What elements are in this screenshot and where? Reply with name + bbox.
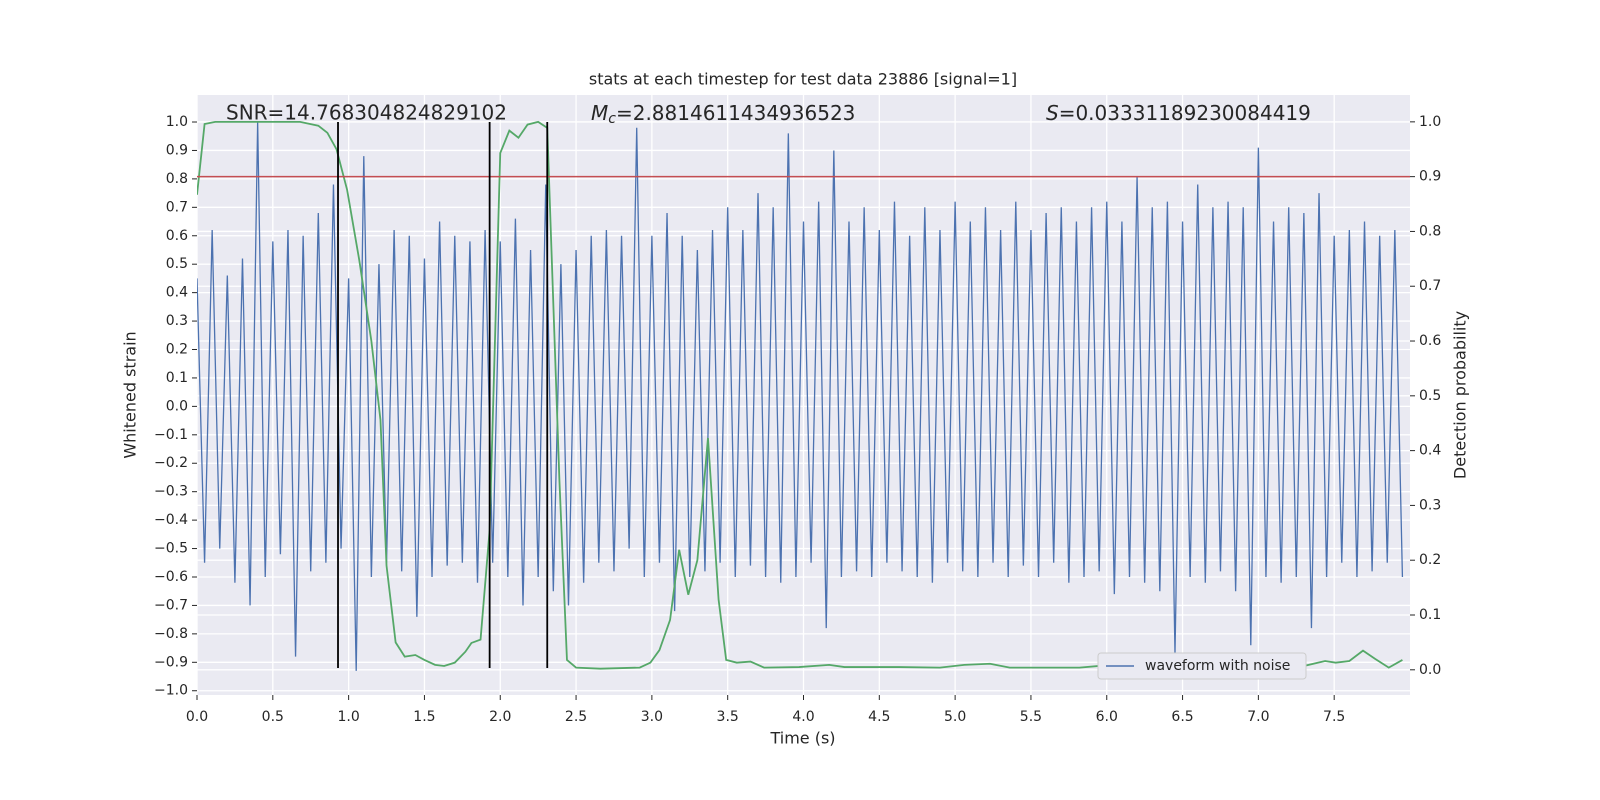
x-tick-label: 6.0	[1096, 709, 1118, 725]
y-tick-label: −0.7	[154, 597, 188, 613]
y2-tick-label: 0.0	[1419, 662, 1441, 678]
legend-label: waveform with noise	[1145, 658, 1290, 674]
y-tick-label: 0.4	[166, 285, 188, 301]
mc-value: =2.8814611434936523	[616, 101, 855, 125]
y2-tick-label: 0.9	[1419, 169, 1441, 185]
x-tick-label: 7.5	[1323, 709, 1345, 725]
y-tick-label: 0.3	[166, 313, 188, 329]
y2-tick-label: 0.2	[1419, 552, 1441, 568]
y-tick-label: −0.9	[154, 654, 188, 670]
y-tick-label: 0.6	[166, 228, 188, 244]
y2-tick-label: 0.1	[1419, 607, 1441, 623]
x-tick-label: 1.0	[337, 709, 359, 725]
y-tick-label: 0.1	[166, 370, 188, 386]
x-tick-label: 1.5	[413, 709, 435, 725]
x-tick-label: 0.0	[186, 709, 208, 725]
y-tick-label: −0.6	[154, 569, 188, 585]
mc-annotation: Mc=2.8814611434936523	[591, 101, 855, 128]
x-tick-label: 0.5	[262, 709, 284, 725]
x-tick-label: 2.5	[565, 709, 587, 725]
y-tick-label: 0.7	[166, 199, 188, 215]
x-tick-label: 3.5	[717, 709, 739, 725]
y-tick-label: −0.2	[154, 455, 188, 471]
s-annotation: S=0.03331189230084419	[1046, 101, 1311, 125]
y2-tick-label: 0.3	[1419, 497, 1441, 513]
y2-tick-label: 0.8	[1419, 223, 1441, 239]
y-tick-label: 0.8	[166, 171, 188, 187]
s-value: =0.03331189230084419	[1059, 101, 1311, 125]
x-tick-label: 5.0	[944, 709, 966, 725]
y2-tick-label: 0.4	[1419, 443, 1441, 459]
y2-tick-label: 1.0	[1419, 114, 1441, 130]
series-line	[197, 120, 1403, 670]
legend-box	[1097, 652, 1307, 680]
y2-tick-label: 0.6	[1419, 333, 1441, 349]
y-tick-label: 0.2	[166, 342, 188, 358]
snr-annotation: SNR=14.768304824829102	[226, 101, 507, 125]
x-axis-label: Time (s)	[769, 729, 835, 748]
series-line	[197, 122, 1404, 671]
mc-symbol: M	[591, 101, 608, 125]
y-tick-label: 0.9	[166, 142, 188, 158]
x-tick-label: 4.0	[792, 709, 814, 725]
y-tick-label: −0.5	[154, 541, 188, 557]
y-tick-label: −0.1	[154, 427, 188, 443]
y-tick-label: 0.5	[166, 256, 188, 272]
y-tick-label: −1.0	[154, 683, 188, 699]
x-tick-label: 5.5	[1020, 709, 1042, 725]
y-tick-label: 1.0	[166, 114, 188, 130]
x-tick-label: 3.0	[641, 709, 663, 725]
y-tick-label: −0.4	[154, 512, 188, 528]
y2-tick-label: 0.7	[1419, 278, 1441, 294]
mc-subscript: c	[608, 111, 616, 127]
s-symbol: S	[1046, 101, 1059, 125]
x-tick-label: 7.0	[1247, 709, 1269, 725]
chart-title: stats at each timestep for test data 238…	[589, 70, 1017, 89]
y-tick-label: −0.8	[154, 626, 188, 642]
x-tick-label: 2.0	[489, 709, 511, 725]
x-tick-label: 6.5	[1171, 709, 1193, 725]
x-tick-label: 4.5	[868, 709, 890, 725]
y-axis-label: Whitened strain	[121, 331, 140, 458]
y2-axis-label: Detection probability	[1451, 311, 1470, 479]
y-tick-label: −0.3	[154, 484, 188, 500]
y-tick-label: 0.0	[166, 398, 188, 414]
y2-tick-label: 0.5	[1419, 388, 1441, 404]
